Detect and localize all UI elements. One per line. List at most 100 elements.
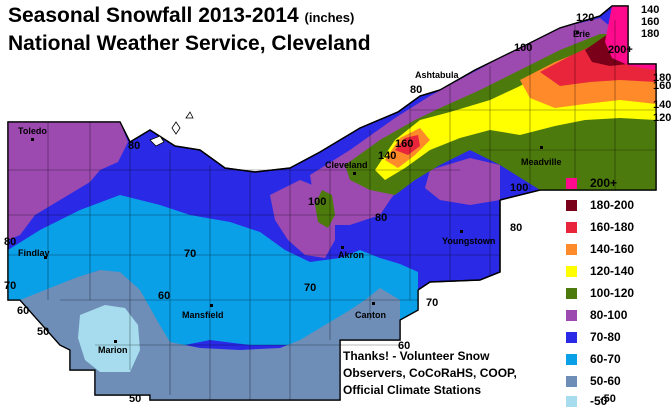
contour-label: 160: [395, 138, 414, 150]
city-marker: [114, 340, 117, 343]
legend-label: -50: [590, 394, 608, 408]
contour-label: 80: [128, 140, 141, 152]
city-cleveland: Cleveland: [325, 160, 368, 170]
contour-label: 80: [510, 222, 523, 234]
legend-label: 180-200: [590, 198, 635, 212]
lake-island: [185, 111, 194, 119]
contour-label: 120: [653, 112, 672, 124]
legend-label: 80-100: [590, 308, 628, 322]
region-160-180-inland: [395, 135, 420, 155]
credits: Thanks! - Volunteer Snow Observers, CoCo…: [343, 348, 517, 399]
city-mansfield: Mansfield: [182, 310, 224, 320]
lake-island: [149, 135, 165, 147]
city-erie: Erie: [573, 29, 591, 39]
contour-label: 100: [308, 196, 327, 208]
contour-label: 60: [17, 305, 30, 317]
city-ashtabula: Ashtabula: [415, 70, 459, 80]
legend-label: 60-70: [590, 352, 621, 366]
legend-item: 140-160: [566, 242, 672, 258]
legend-item: 160-180: [566, 220, 672, 236]
contour-label: 180: [641, 28, 660, 40]
contour-label: 50: [37, 326, 50, 338]
legend-item: 50-60: [566, 374, 672, 390]
contour-label: 80: [410, 84, 423, 96]
city-marker: [460, 230, 463, 233]
city-youngstown: Youngstown: [442, 236, 496, 246]
city-marker: [44, 256, 47, 259]
contour-label: 120: [576, 12, 595, 24]
legend-label: 160-180: [590, 220, 635, 234]
title-units: (inches): [304, 10, 355, 25]
city-marker: [341, 246, 344, 249]
region-200-plus: [605, 6, 656, 70]
legend-swatch: [566, 178, 577, 189]
contour-label: 70: [184, 248, 197, 260]
legend-item: -50: [566, 394, 672, 410]
credits-line: Observers, CoCoRaHS, COOP,: [343, 366, 517, 380]
contour-label: 140: [653, 99, 672, 111]
legend-label: 140-160: [590, 242, 635, 256]
county-lines: [8, 20, 656, 400]
region-under-50: [78, 305, 140, 372]
contour-label: 140: [641, 4, 660, 16]
credits-line: Thanks! - Volunteer Snow: [343, 349, 490, 363]
credits-line: Official Climate Stations: [343, 383, 482, 397]
legend-swatch: [566, 310, 577, 321]
city-findlay: Findlay: [18, 248, 50, 258]
region-80-100-toledo: [8, 122, 128, 240]
city-marker: [353, 172, 356, 175]
legend-item: 60-70: [566, 352, 672, 368]
contour-label: 80: [4, 236, 17, 248]
map-subtitle: National Weather Service, Cleveland: [8, 32, 371, 55]
legend-swatch: [566, 244, 577, 255]
contour-label: 60: [158, 290, 171, 302]
contour-label: 80: [375, 212, 388, 224]
city-marker: [31, 138, 34, 141]
legend-label: 100-120: [590, 286, 635, 300]
city-marion: Marion: [98, 345, 128, 355]
contour-label: 200+: [608, 44, 633, 56]
legend-swatch: [566, 222, 577, 233]
legend-item: 200+: [566, 176, 672, 192]
contour-label: 160: [653, 80, 672, 92]
legend-label: 50-60: [590, 374, 621, 388]
legend-label: 70-80: [590, 330, 621, 344]
contour-label: 70: [304, 282, 317, 294]
legend-item: 180-200: [566, 198, 672, 214]
contour-label: 50: [129, 393, 142, 405]
contour-label: 60: [398, 340, 411, 352]
legend-label: 200+: [590, 176, 618, 190]
city-akron: Akron: [338, 250, 365, 260]
legend-swatch: [566, 396, 577, 407]
contour-label: 160: [641, 16, 660, 28]
city-marker: [540, 146, 543, 149]
lake-island: [171, 121, 181, 135]
title-line1: Seasonal Snowfall 2013-2014: [8, 4, 299, 27]
region-outline: [7, 5, 657, 401]
contour-label: -50: [600, 393, 616, 405]
legend-swatch: [566, 376, 577, 387]
map-title: Seasonal Snowfall 2013-2014 (inches): [8, 4, 354, 28]
city-marker: [372, 302, 375, 305]
legend-swatch: [566, 266, 577, 277]
legend-label: 120-140: [590, 264, 635, 278]
legend-item: 120-140: [566, 264, 672, 280]
contour-label: 180: [653, 72, 672, 84]
city-marker: [210, 304, 213, 307]
legend-item: 100-120: [566, 286, 672, 302]
contour-label: 70: [426, 297, 439, 309]
legend-swatch: [566, 332, 577, 343]
legend-item: 70-80: [566, 330, 672, 346]
contour-label: 70: [4, 280, 17, 292]
legend-swatch: [566, 288, 577, 299]
contour-label: 140: [378, 150, 397, 162]
legend-swatch: [566, 354, 577, 365]
region-60-70: [8, 195, 418, 345]
contour-label: 100: [514, 42, 533, 54]
legend-item: 80-100: [566, 308, 672, 324]
city-toledo: Toledo: [18, 126, 47, 136]
city-meadville: Meadville: [521, 157, 562, 167]
city-marker: [576, 31, 579, 34]
contour-label: 100: [510, 182, 529, 194]
